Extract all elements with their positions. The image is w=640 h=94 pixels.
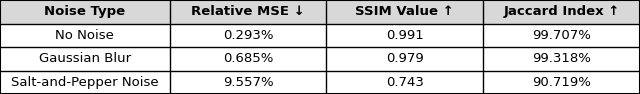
Bar	[0, 0, 170, 24]
Text: 99.707%: 99.707%	[532, 29, 591, 42]
Bar	[483, 47, 640, 70]
Bar	[326, 70, 483, 94]
Text: 0.293%: 0.293%	[223, 29, 273, 42]
Text: 90.719%: 90.719%	[532, 76, 591, 89]
Bar	[0, 24, 170, 47]
Bar	[483, 24, 640, 47]
Text: 0.979: 0.979	[386, 52, 424, 65]
Text: Noise Type: Noise Type	[44, 5, 125, 18]
Bar	[483, 70, 640, 94]
Bar	[326, 0, 483, 24]
Text: Relative MSE ↓: Relative MSE ↓	[191, 5, 305, 18]
Text: 0.991: 0.991	[386, 29, 424, 42]
Bar	[326, 47, 483, 70]
Bar	[483, 0, 640, 24]
Text: Jaccard Index ↑: Jaccard Index ↑	[504, 5, 620, 18]
Bar	[170, 24, 326, 47]
Bar	[170, 70, 326, 94]
Text: 99.318%: 99.318%	[532, 52, 591, 65]
Text: 0.685%: 0.685%	[223, 52, 273, 65]
Bar	[170, 0, 326, 24]
Text: Gaussian Blur: Gaussian Blur	[39, 52, 131, 65]
Text: 9.557%: 9.557%	[223, 76, 273, 89]
Text: Salt-and-Pepper Noise: Salt-and-Pepper Noise	[11, 76, 159, 89]
Bar	[326, 24, 483, 47]
Text: 0.743: 0.743	[386, 76, 424, 89]
Text: SSIM Value ↑: SSIM Value ↑	[355, 5, 454, 18]
Text: No Noise: No Noise	[56, 29, 114, 42]
Bar	[0, 47, 170, 70]
Bar	[170, 47, 326, 70]
Bar	[0, 70, 170, 94]
